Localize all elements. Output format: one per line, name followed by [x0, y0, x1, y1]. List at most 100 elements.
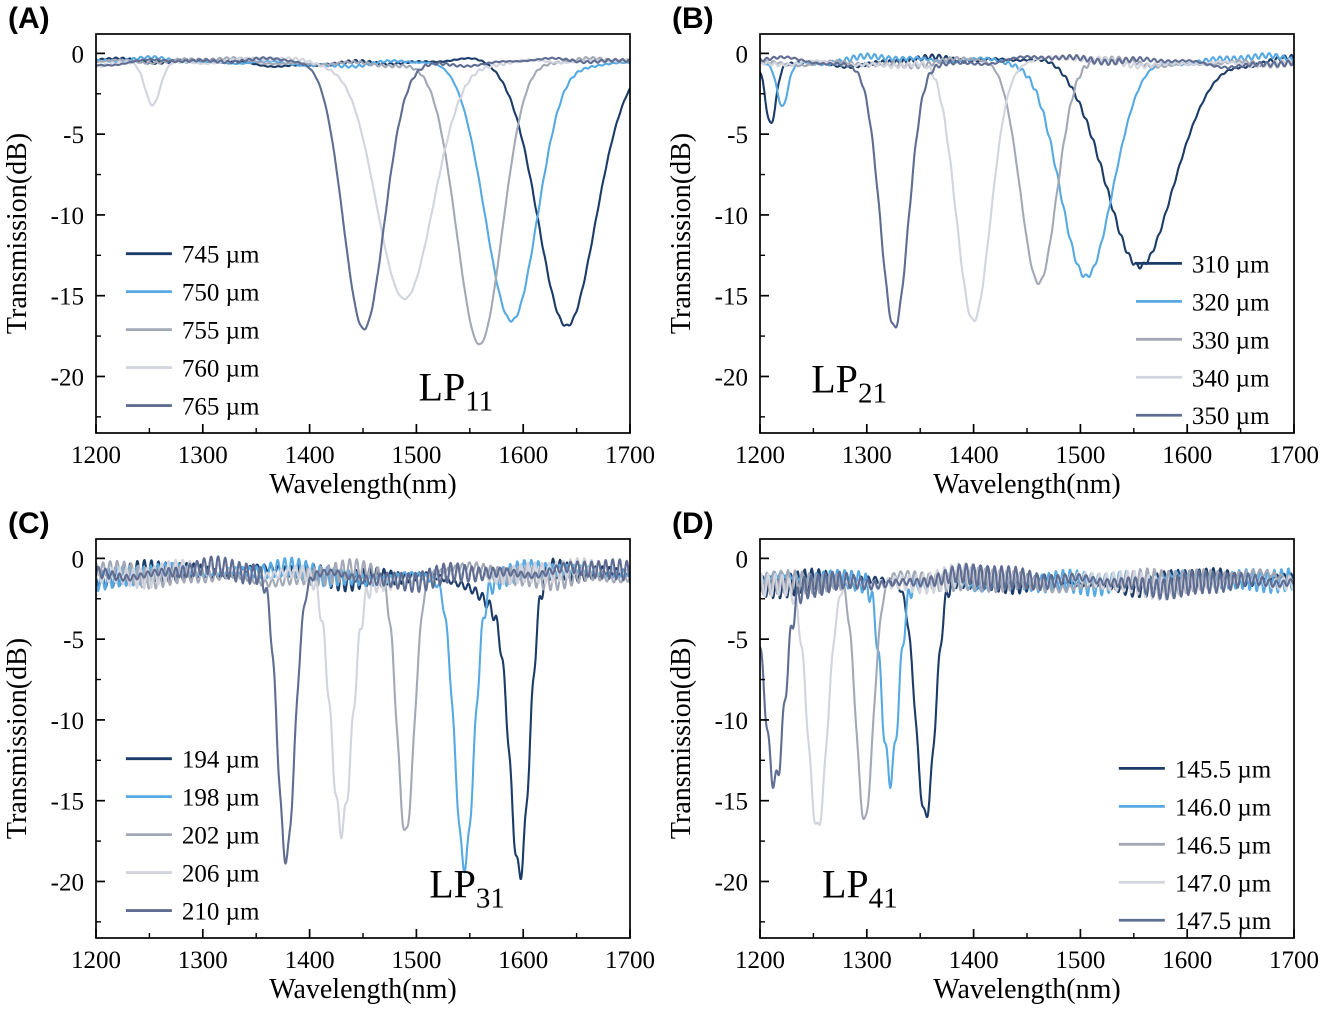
legend-label-C-0: 194 µm	[182, 747, 260, 774]
y-tick-label: -10	[51, 203, 84, 230]
series-line-B-4	[760, 54, 1294, 329]
series-line-A-3	[96, 56, 630, 301]
x-tick-label: 1700	[605, 947, 655, 974]
legend-label-B-4: 350 µm	[1192, 403, 1270, 430]
x-tick-label: 1500	[1055, 947, 1105, 974]
x-tick-label: 1200	[71, 947, 121, 974]
y-tick-label: -15	[51, 789, 84, 816]
panel-b: (B) 1200 1300 1400 1500 1600 1700 0 -5 -10 -15 -20…	[664, 0, 1328, 505]
curves-A	[96, 55, 630, 346]
series-line-B-3	[760, 54, 1294, 323]
y-tick-label: -10	[715, 203, 748, 230]
x-tick-label: 1700	[1269, 442, 1319, 469]
chart-B: 1200 1300 1400 1500 1600 1700 0 -5 -10 -15 -20 Wave…	[666, 33, 1319, 500]
y-tick-label: -15	[715, 284, 748, 311]
x-tick-label: 1400	[949, 947, 999, 974]
panel-a-letter: (A)	[8, 2, 50, 35]
chart-C: 1200 1300 1400 1500 1600 1700 0 -5 -10 -15 -20 Wave…	[2, 538, 655, 1005]
x-tick-label: 1700	[1269, 947, 1319, 974]
x-tick-label: 1400	[285, 442, 335, 469]
x-tick-label: 1300	[178, 947, 228, 974]
curves-C	[96, 555, 630, 880]
x-axis-title: Wavelength(nm)	[269, 974, 456, 1005]
series-line-D-3	[760, 562, 1294, 826]
chart-A: 1200 1300 1400 1500 1600 1700 0 -5 -10 -15 -20 Wave…	[2, 33, 655, 500]
y-axis-title: Transmission(dB)	[666, 638, 697, 839]
legend-label-A-1: 750 µm	[182, 280, 260, 307]
panel-d: (D) 1200 1300 1400 1500 1600 1700 0 -5 -10 -15 -20…	[664, 505, 1328, 1010]
legend-label-A-0: 745 µm	[182, 242, 260, 269]
y-axis-title: Transmission(dB)	[2, 133, 33, 334]
x-axis-title: Wavelength(nm)	[933, 974, 1120, 1005]
series-line-D-1	[760, 567, 1294, 790]
y-tick-label: -20	[51, 364, 84, 391]
y-tick-label: 0	[736, 546, 749, 573]
legend-label-B-2: 330 µm	[1192, 327, 1270, 354]
mode-label-B: LP21	[811, 357, 887, 410]
x-tick-label: 1300	[178, 442, 228, 469]
legend-label-D-3: 147.0 µm	[1175, 870, 1272, 897]
y-tick-label: 0	[72, 546, 85, 573]
x-tick-label: 1600	[498, 947, 548, 974]
series-line-A-0	[96, 56, 630, 327]
series-line-A-4	[96, 56, 630, 331]
mode-label-A: LP11	[419, 365, 494, 418]
y-axis-title: Transmission(dB)	[2, 638, 33, 839]
legend-label-D-2: 146.5 µm	[1175, 832, 1272, 859]
x-tick-label: 1600	[498, 442, 548, 469]
panel-c: (C) 1200 1300 1400 1500 1600 1700 0 -5 -10 -15 -20…	[0, 505, 664, 1010]
x-tick-label: 1200	[735, 442, 785, 469]
y-tick-label: -10	[715, 708, 748, 735]
x-tick-label: 1400	[285, 947, 335, 974]
series-line-A-2	[96, 56, 630, 346]
mode-label-D: LP41	[822, 862, 898, 915]
curves-D	[760, 562, 1294, 826]
x-tick-label: 1200	[735, 947, 785, 974]
x-tick-label: 1500	[391, 442, 441, 469]
x-tick-label: 1600	[1162, 442, 1212, 469]
x-tick-label: 1600	[1162, 947, 1212, 974]
y-tick-label: -15	[51, 284, 84, 311]
legend-label-D-4: 147.5 µm	[1175, 908, 1272, 935]
y-tick-label: 0	[72, 41, 85, 68]
y-tick-label: -20	[715, 364, 748, 391]
series-line-B-1	[760, 52, 1294, 279]
legend-label-B-3: 340 µm	[1192, 365, 1270, 392]
x-tick-label: 1500	[1055, 442, 1105, 469]
legend-label-A-4: 765 µm	[182, 394, 260, 421]
chart-D: 1200 1300 1400 1500 1600 1700 0 -5 -10 -15 -20 Wave…	[666, 538, 1319, 1005]
panel-d-letter: (D)	[672, 507, 714, 540]
legend-label-A-2: 755 µm	[182, 318, 260, 345]
axes-box	[95, 538, 631, 939]
series-line-C-1	[96, 556, 630, 874]
x-tick-label: 1700	[605, 442, 655, 469]
y-tick-label: -20	[715, 869, 748, 896]
curves-B	[760, 52, 1294, 329]
y-tick-label: -5	[727, 122, 748, 149]
series-line-D-4	[760, 562, 1294, 789]
x-tick-label: 1400	[949, 442, 999, 469]
y-tick-label: -15	[715, 789, 748, 816]
legend-label-B-0: 310 µm	[1192, 251, 1270, 278]
y-tick-label: -5	[727, 627, 748, 654]
panel-c-letter: (C)	[8, 507, 50, 540]
series-line-C-2	[96, 558, 630, 831]
series-line-C-4	[96, 555, 630, 865]
axes-box	[95, 33, 631, 434]
legend-label-C-4: 210 µm	[182, 899, 260, 926]
y-tick-label: -5	[63, 627, 84, 654]
legend-label-A-3: 760 µm	[182, 356, 260, 383]
x-tick-label: 1500	[391, 947, 441, 974]
y-tick-label: -10	[51, 708, 84, 735]
x-axis-title: Wavelength(nm)	[269, 469, 456, 500]
legend-label-C-3: 206 µm	[182, 861, 260, 888]
series-line-C-3	[96, 557, 630, 840]
x-tick-label: 1200	[71, 442, 121, 469]
series-line-B-2	[760, 55, 1294, 286]
mode-label-C: LP31	[429, 862, 505, 915]
legend-label-C-2: 202 µm	[182, 823, 260, 850]
legend-label-D-0: 145.5 µm	[1175, 756, 1272, 783]
y-tick-label: -5	[63, 122, 84, 149]
panel-a: (A) 1200 1300 1400 1500 1600 1700 0 -5 -10 -15 -20…	[0, 0, 664, 505]
